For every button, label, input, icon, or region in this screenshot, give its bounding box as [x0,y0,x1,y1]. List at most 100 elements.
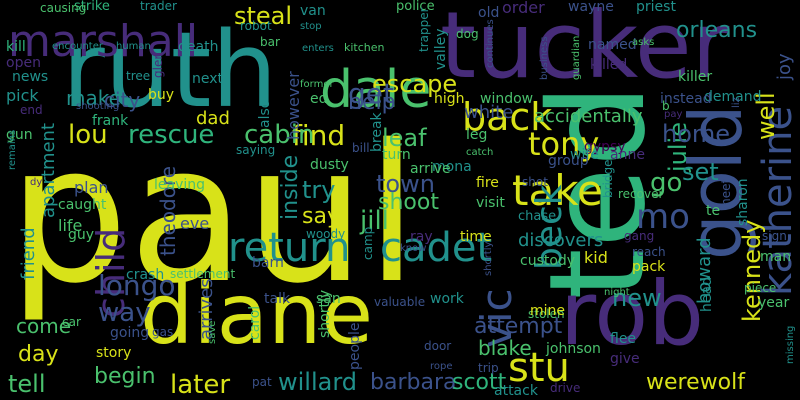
word-give: give [610,351,640,367]
word-work: work [430,291,464,307]
word-barn: barn [252,255,284,271]
word-news: news [12,69,49,85]
word-attempt: attempt [474,314,563,339]
word-pay: pay [664,109,683,120]
word-tucker: tucker [440,0,730,99]
word-set: set [682,158,719,186]
word-shoot: shoot [378,190,439,215]
word-turn: turn [382,147,411,163]
word-carol: carol [247,305,263,340]
word-shortly: shortly [317,289,333,338]
word-dusty: dusty [310,157,349,173]
word-old: old [478,5,500,21]
word-leg: leg [466,127,488,143]
word-group: group [548,153,589,169]
word-paul: paul [8,104,419,325]
word-friend: friend [18,227,39,280]
word-try: try [302,176,336,204]
word-way: way [98,298,151,328]
word-tony: tony [528,125,600,163]
word-human: human [116,41,151,52]
word-sign: sign [762,229,787,243]
word-caught: caught [58,197,107,213]
word-get: get [348,77,394,110]
word-catch: catch [466,147,494,158]
word-drive: drive [550,381,581,395]
word-woody: woody [306,227,346,241]
word-open: open [6,55,41,71]
word-gun: gun [6,127,33,143]
word-new: new [612,284,662,312]
word-jill: jill [360,206,389,236]
word-gang: gang [624,229,655,243]
word-encounter: encounter [52,41,103,52]
word-save: save [207,320,218,344]
word-buy: buy [148,87,175,103]
word-fire: fire [476,175,499,191]
word-pack: pack [632,259,666,275]
word-mo: mo [636,197,690,237]
word-break: break [369,112,385,152]
word-gas: gas [152,325,174,339]
word-shot: shot [522,175,548,189]
word-back: back [462,95,553,139]
word-kitchen: kitchen [344,41,385,54]
word-attack: attack [494,383,538,399]
word-anne: anne [610,147,645,163]
word-causing: causing [40,1,87,15]
word-plan: plan [74,178,109,197]
word-longo: longo [98,269,176,302]
word-going: going [110,325,150,341]
word-instead: instead [660,91,712,107]
word-wayne: wayne [568,0,614,15]
word-year: year [758,295,790,311]
word-come: come [16,314,72,338]
word-valuable: valuable [374,295,426,309]
word-death: death [178,39,219,55]
word-kid: kid [584,248,608,267]
word-chase: chase [518,209,557,224]
word-police: police [396,0,435,14]
word-shortly: shortly [483,241,494,276]
word-reach: reach [632,245,666,259]
word-begin: begin [94,364,156,389]
word-sharon: sharon [735,178,751,226]
word-make: make [66,86,121,110]
word-enters: enters [302,43,334,54]
word-pat: pat [252,375,272,389]
word-blake: blake [478,336,532,360]
word-high: high [434,91,465,107]
word-robot: robot [240,19,272,33]
word-trader: trader [140,0,177,13]
word-car: car [62,315,81,329]
word-trip: trip [478,361,499,375]
word-return: return [228,225,351,271]
word-killer: killer [678,69,713,85]
word-time: time [460,229,492,245]
word-strike: strike [74,0,110,14]
word-pick: pick [6,86,39,105]
word-night: night [604,287,630,298]
word-valley: valley [433,28,449,70]
word-san: san [316,291,341,307]
word-meet: meet [719,178,733,210]
word-remains: remains [7,129,18,170]
word-know: know [400,243,427,254]
word-discovers: discovers [518,230,604,251]
word-marshall: marshall [8,16,199,67]
word-wife: wife [570,147,599,163]
word-bar: bar [260,35,280,49]
word-ray: ray [410,229,433,245]
word-demand: demand [704,89,762,105]
word-accidentally: accidentally [534,106,643,127]
word-escape: escape [372,70,458,98]
word-trapper: trapper [417,7,431,52]
word-mona: mona [432,159,472,175]
word-apartment: apartment [38,122,59,218]
word-home: home [662,120,731,148]
word-kill: kill [6,39,26,55]
word-crash: crash [126,267,165,283]
word-joy: joy [774,53,795,80]
word-ed: ed [310,91,328,107]
